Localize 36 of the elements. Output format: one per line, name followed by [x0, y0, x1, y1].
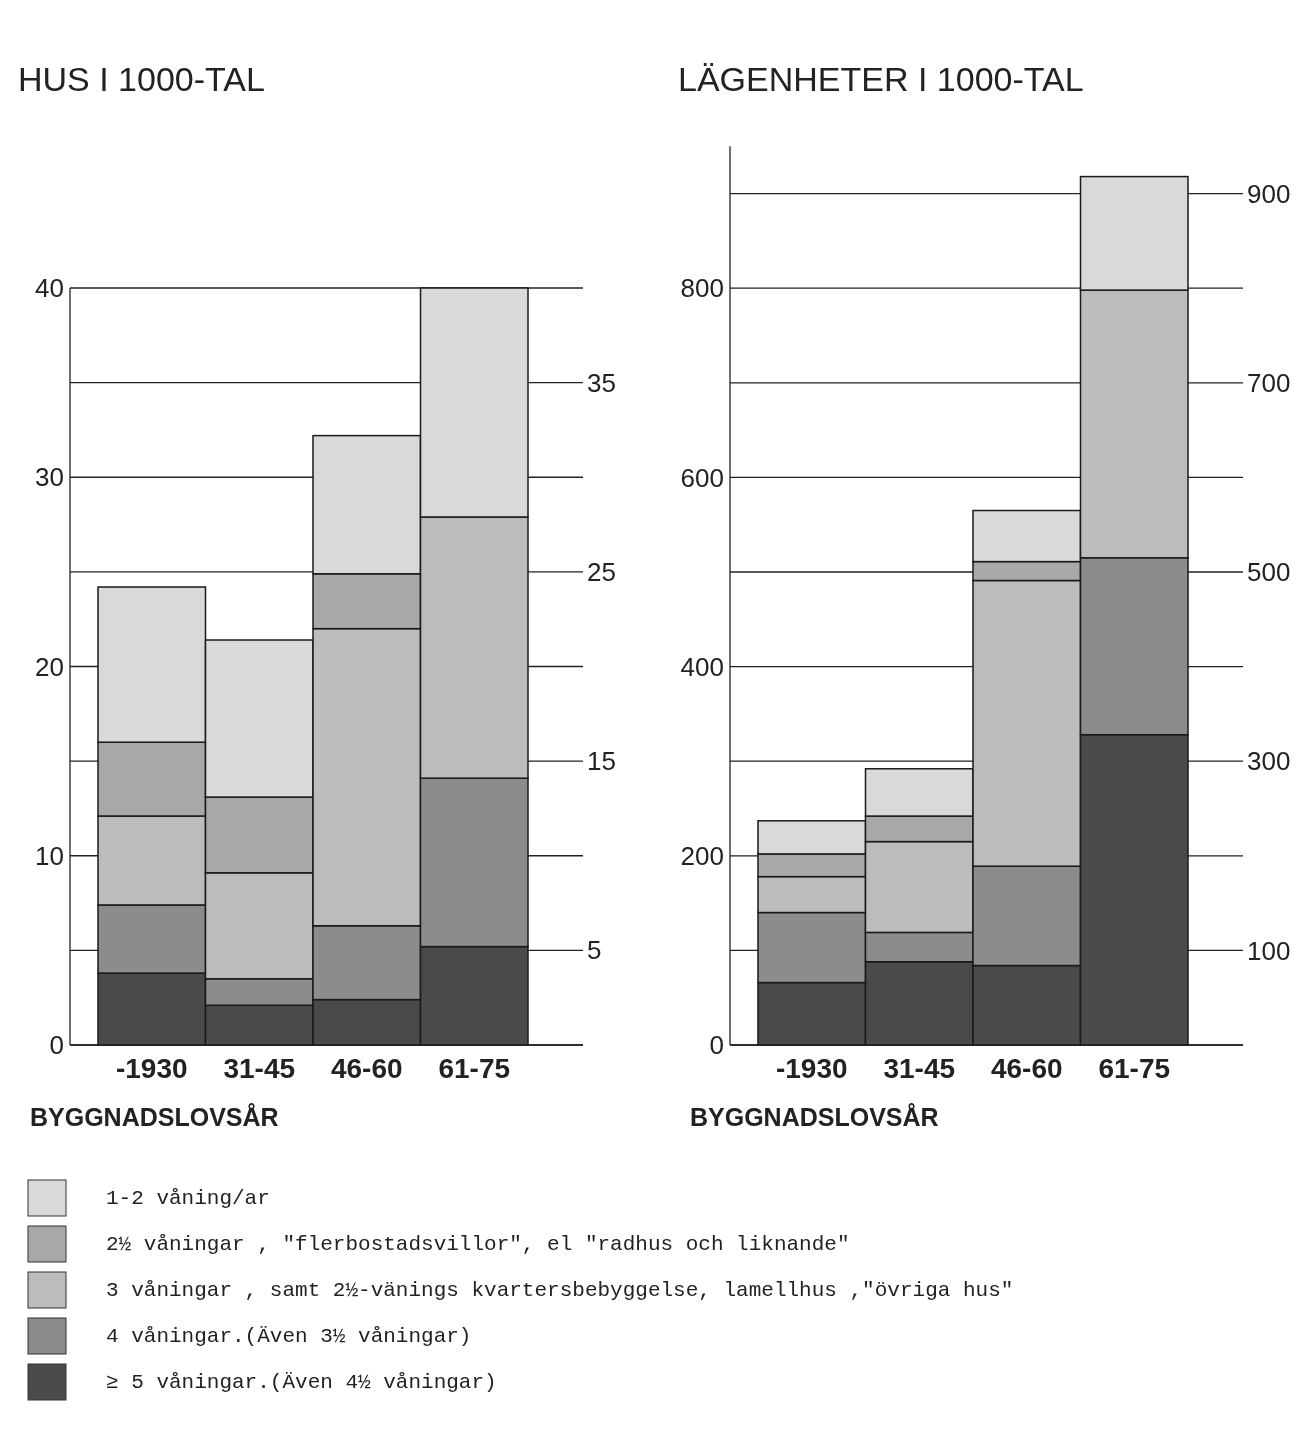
y-tick-label: 20	[35, 651, 64, 682]
y-tick-label: 800	[680, 273, 724, 304]
y-tick-label: 40	[35, 273, 64, 304]
x-tick-label: 46-60	[990, 1053, 1063, 1084]
y-tick-label: 200	[680, 840, 724, 871]
y-tick-label: 0	[709, 1030, 724, 1061]
x-tick-label: 31-45	[223, 1053, 296, 1084]
chart-title: HUS I 1000-TAL	[18, 60, 265, 98]
legend-label: 2½ våningar , "flerbostadsvillor", el "radhus och liknande"	[106, 1233, 850, 1256]
y2-tick-label: 900	[1247, 178, 1291, 209]
y2-tick-label: 500	[1247, 557, 1291, 588]
y2-tick-label: 35	[587, 367, 616, 398]
x-tick-label: 61-75	[438, 1053, 511, 1084]
y-tick-label: 400	[680, 651, 724, 682]
y2-tick-label: 25	[587, 556, 616, 587]
y-tick-label: 10	[35, 840, 64, 871]
x-tick-label: -1930	[775, 1053, 848, 1084]
y-tick-label: 30	[35, 462, 64, 493]
x-tick-label: 31-45	[883, 1053, 956, 1084]
x-tick-label: 46-60	[330, 1053, 403, 1084]
x-tick-label: -1930	[115, 1053, 188, 1084]
legend-label: 4 våningar.(Även 3½ våningar)	[106, 1325, 472, 1348]
legend-label: ≥ 5 våningar.(Även 4½ våningar)	[106, 1371, 497, 1394]
legend-label: 1-2 våning/ar	[106, 1187, 270, 1210]
x-tick-label: 61-75	[1098, 1053, 1171, 1084]
y2-tick-label: 5	[587, 935, 602, 966]
y2-tick-label: 300	[1247, 746, 1291, 777]
y2-tick-label: 15	[587, 746, 616, 777]
legend-label: 3 våningar , samt 2½-vänings kvartersbebyggelse, lamellhus ,"övriga hus"	[106, 1279, 1014, 1302]
x-axis-title: BYGGNADSLOVSÅR	[690, 1103, 939, 1131]
chart-title: LÄGENHETER I 1000-TAL	[678, 60, 1084, 98]
y-tick-label: 600	[680, 462, 724, 493]
x-axis-title: BYGGNADSLOVSÅR	[30, 1103, 279, 1131]
y2-tick-label: 100	[1247, 935, 1291, 966]
y2-tick-label: 700	[1247, 367, 1291, 398]
y-tick-label: 0	[49, 1030, 64, 1061]
